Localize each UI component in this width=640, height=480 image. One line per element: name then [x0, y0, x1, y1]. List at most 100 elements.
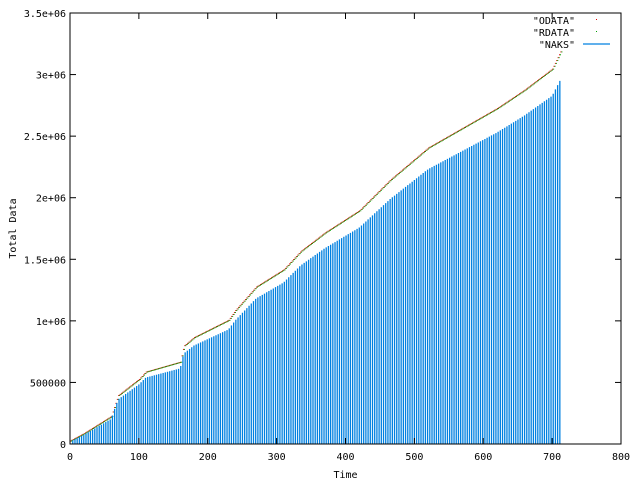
data-point	[543, 74, 545, 76]
data-point	[133, 383, 135, 385]
x-tick-label: 600	[474, 452, 492, 463]
data-point	[466, 125, 468, 127]
data-point	[551, 69, 553, 71]
data-point	[254, 289, 256, 291]
data-point	[183, 348, 185, 350]
data-point	[224, 321, 226, 323]
x-axis-label: Time	[333, 470, 357, 480]
data-point	[487, 113, 489, 115]
data-point	[206, 330, 208, 332]
data-point	[251, 292, 253, 294]
y-tick-label: 3.5e+06	[24, 9, 66, 20]
data-point	[469, 123, 471, 125]
data-point	[493, 110, 495, 112]
data-point	[395, 175, 397, 177]
data-point	[184, 345, 186, 347]
series-layer	[70, 51, 563, 444]
data-point	[189, 340, 191, 342]
data-point	[516, 95, 518, 97]
data-point	[402, 169, 404, 171]
data-point	[454, 132, 456, 134]
data-point	[309, 245, 311, 247]
data-point	[105, 419, 107, 421]
data-point	[156, 368, 158, 370]
data-point	[318, 237, 320, 239]
data-point	[126, 389, 128, 391]
data-point	[174, 363, 176, 365]
data-point	[131, 384, 133, 386]
data-point	[528, 87, 530, 89]
data-point	[164, 366, 166, 368]
data-point	[210, 329, 212, 331]
legend: "ODATA""RDATA""NAKS"	[533, 16, 610, 51]
data-point	[217, 326, 219, 328]
data-point	[464, 126, 466, 128]
data-point	[388, 181, 390, 183]
data-point	[512, 97, 514, 99]
data-point	[436, 143, 438, 145]
data-point	[470, 123, 472, 125]
data-point	[396, 175, 398, 177]
data-point	[260, 284, 262, 286]
data-point	[557, 57, 559, 59]
data-point	[221, 323, 223, 325]
x-tick-label: 0	[67, 452, 73, 463]
data-point	[295, 256, 297, 258]
data-point	[491, 111, 493, 113]
data-point	[536, 81, 538, 83]
data-point	[268, 278, 270, 280]
data-point	[86, 431, 88, 433]
data-point	[280, 271, 282, 273]
data-point	[259, 284, 261, 286]
data-point	[447, 136, 449, 138]
data-point	[294, 259, 296, 261]
data-point	[282, 270, 284, 272]
data-point	[266, 280, 268, 282]
data-point	[455, 131, 457, 133]
data-point	[499, 107, 501, 109]
data-point	[440, 141, 442, 143]
data-point	[71, 439, 73, 441]
data-point	[353, 213, 355, 215]
data-point	[283, 270, 285, 272]
data-point	[82, 434, 84, 436]
data-point	[462, 127, 464, 129]
data-point	[295, 257, 297, 259]
data-point	[453, 133, 455, 135]
data-point	[459, 130, 461, 132]
data-point	[195, 336, 197, 338]
data-point	[371, 199, 373, 201]
data-point	[313, 241, 315, 243]
data-point	[557, 60, 559, 62]
data-point	[232, 313, 234, 315]
data-point	[316, 239, 318, 241]
data-point	[428, 147, 430, 149]
data-point	[99, 423, 101, 425]
data-point	[90, 428, 92, 430]
data-point	[481, 117, 483, 119]
data-point	[119, 394, 121, 396]
data-point	[286, 266, 288, 268]
data-point	[143, 374, 145, 376]
data-point	[389, 181, 391, 183]
data-point	[452, 133, 454, 135]
data-point	[182, 355, 184, 357]
data-point	[104, 420, 106, 422]
data-point	[239, 306, 241, 308]
data-point	[393, 177, 395, 179]
data-point	[249, 294, 251, 296]
data-point	[250, 294, 252, 296]
legend-label: "RDATA"	[533, 28, 575, 39]
data-point	[517, 95, 519, 97]
data-point	[276, 274, 278, 276]
data-point	[371, 197, 373, 199]
x-ticks: 0 100 200 300 400 500 600 700 800	[67, 13, 630, 463]
data-point	[203, 332, 205, 334]
data-point	[297, 254, 299, 256]
data-point	[448, 136, 450, 138]
data-point	[204, 332, 206, 334]
data-point	[510, 99, 512, 101]
data-point	[200, 333, 202, 335]
data-point	[175, 363, 177, 365]
data-point	[355, 212, 357, 214]
